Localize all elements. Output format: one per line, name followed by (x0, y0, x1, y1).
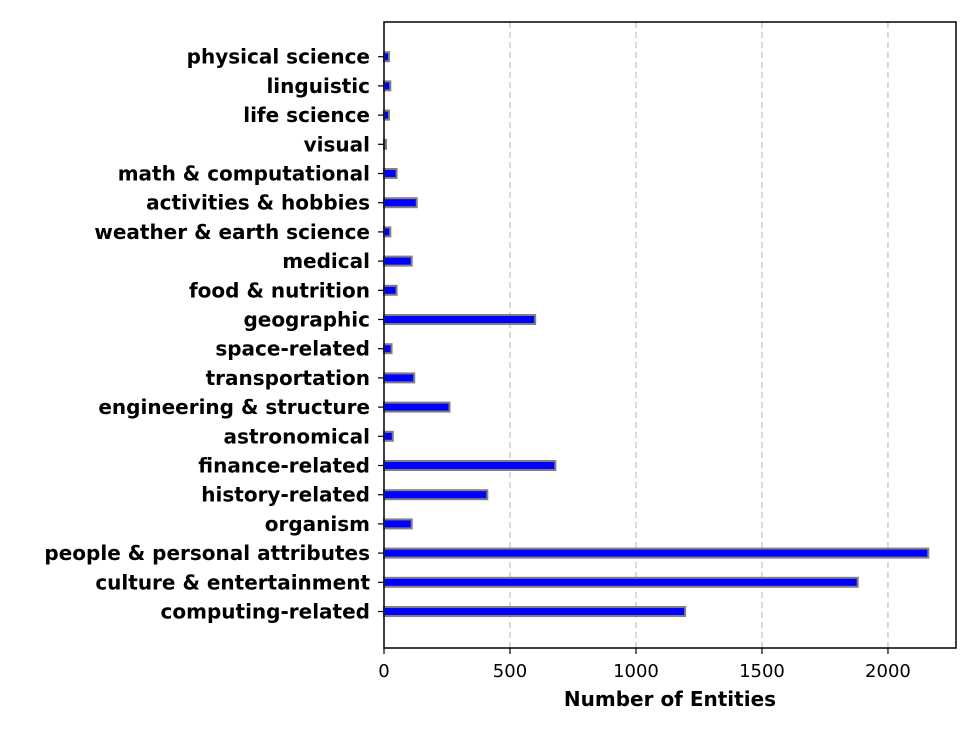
y-tick-label: weather & earth science (94, 220, 370, 244)
y-axis-ticks: computing-related culture & entertainment… (44, 45, 384, 624)
y-tick-label: medical (282, 249, 370, 273)
x-tick-label: 500 (493, 661, 527, 682)
bar (383, 401, 451, 413)
x-axis-ticks: 0 500 1000 1500 2000 (378, 648, 911, 682)
x-tick-label: 1000 (613, 661, 659, 682)
y-tick-label: computing-related (161, 600, 370, 624)
y-tick-label: space-related (215, 337, 370, 361)
y-tick-label: visual (304, 132, 370, 156)
bar (383, 197, 418, 209)
bar (383, 460, 557, 471)
x-tick-label: 0 (378, 661, 389, 682)
y-tick-label: organism (265, 512, 370, 536)
y-tick-label: transportation (206, 366, 370, 390)
bar (383, 255, 413, 267)
y-tick-label: life science (243, 103, 370, 127)
y-tick-label: astronomical (224, 424, 370, 448)
y-tick-label: geographic (243, 308, 370, 332)
y-tick-label: food & nutrition (189, 278, 370, 302)
y-tick-label: culture & entertainment (95, 570, 370, 594)
y-tick-label: finance-related (198, 454, 370, 478)
bar (383, 489, 489, 501)
y-tick-label: engineering & structure (98, 395, 370, 419)
bar (383, 284, 398, 296)
bar (383, 430, 394, 442)
y-tick-label: history-related (201, 483, 370, 507)
bar (383, 51, 391, 63)
x-tick-label: 2000 (865, 661, 911, 682)
bar (383, 168, 398, 179)
bar (383, 576, 859, 588)
bar (383, 226, 392, 238)
y-tick-label: math & computational (118, 162, 370, 186)
bar (383, 547, 930, 559)
x-tick-label: 1500 (739, 661, 785, 682)
bar (383, 343, 393, 355)
bar (383, 80, 392, 92)
bar (383, 109, 391, 121)
grid-lines (509, 22, 889, 648)
x-axis-title: Number of Entities (564, 687, 776, 711)
y-tick-label: linguistic (266, 74, 370, 98)
bar (383, 372, 416, 384)
y-tick-label: activities & hobbies (146, 191, 370, 215)
bar (383, 606, 687, 617)
bar (383, 518, 413, 530)
plot-frame (383, 21, 957, 649)
y-tick-label: physical science (187, 45, 370, 69)
y-tick-label: people & personal attributes (44, 541, 370, 565)
bar (383, 314, 537, 325)
bar-series (383, 51, 930, 617)
